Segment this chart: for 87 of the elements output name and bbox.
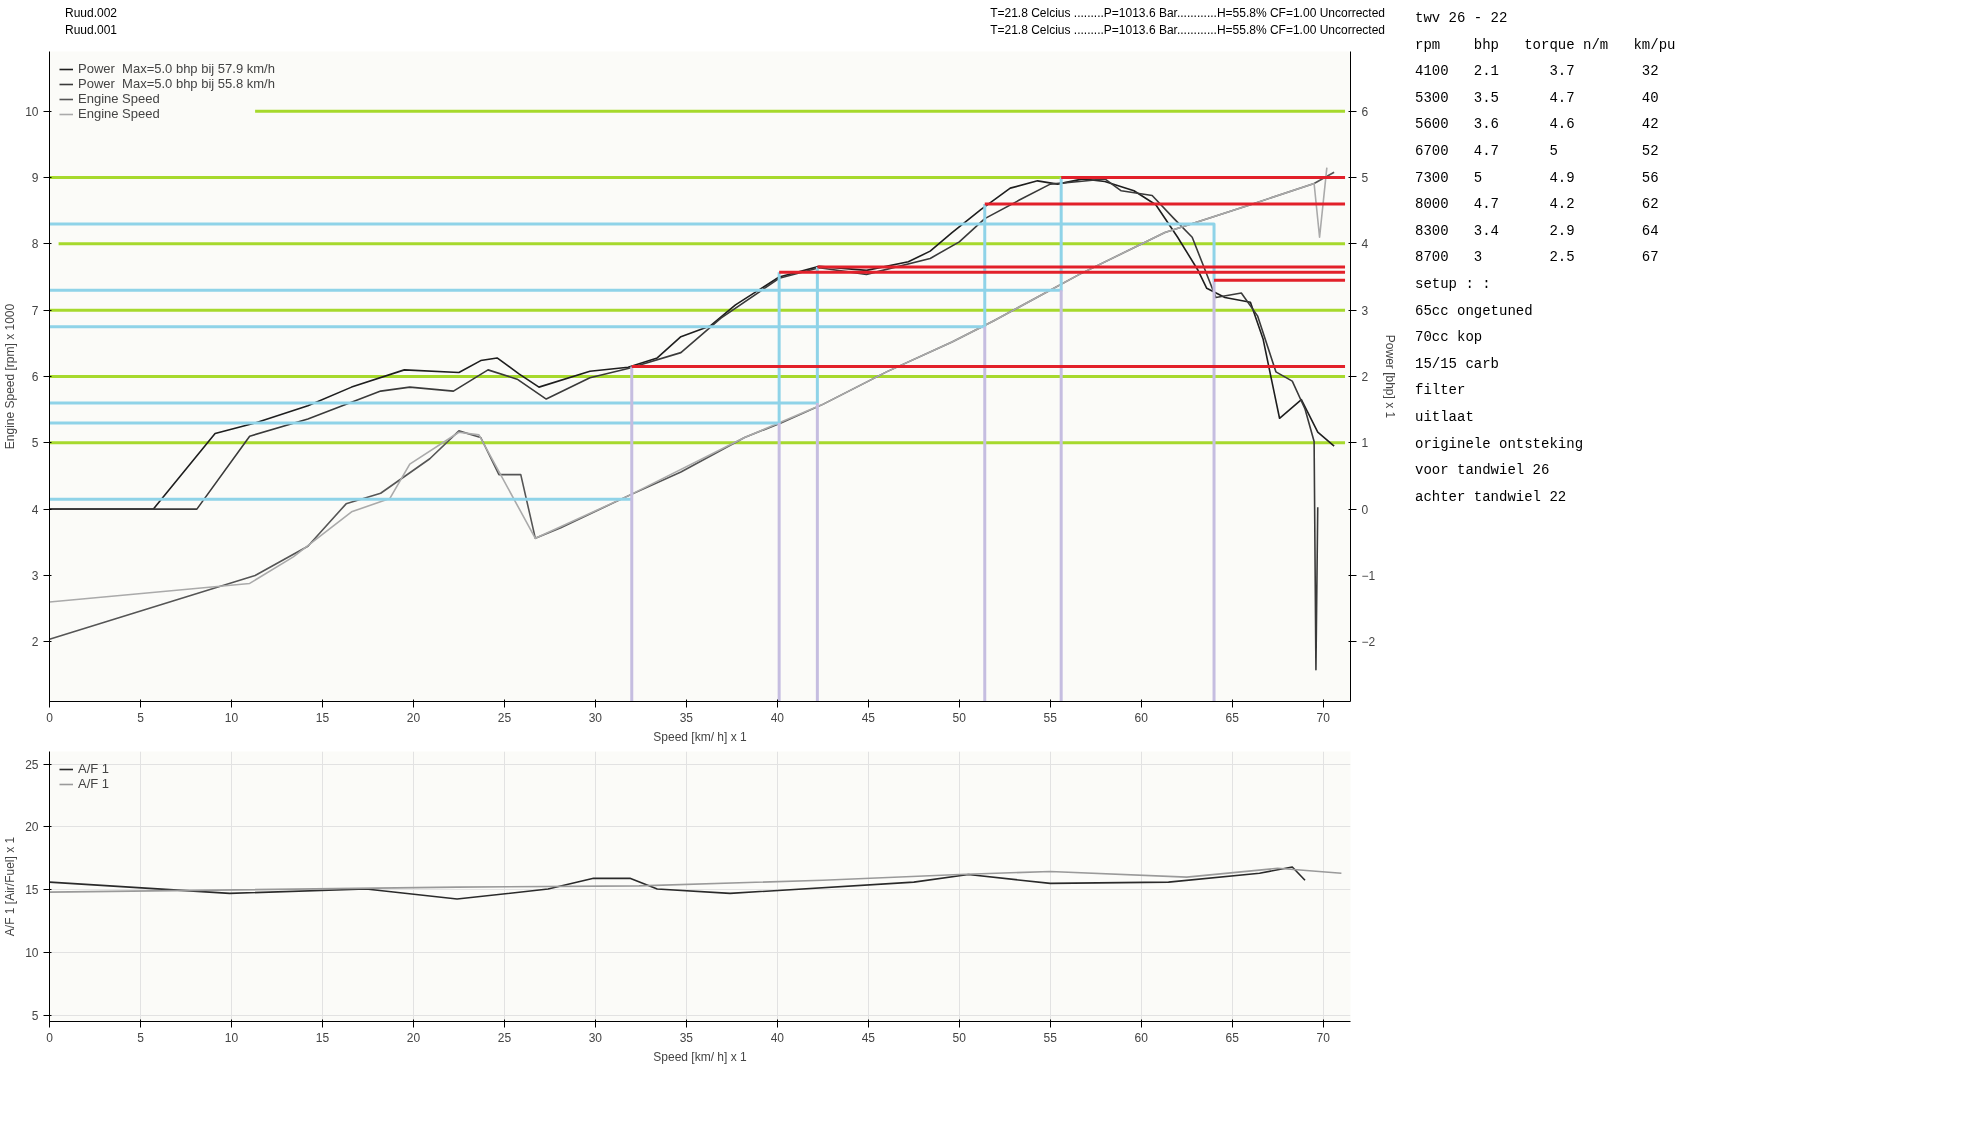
y2-tick-label: 2 [1361, 370, 1369, 384]
text: twv 26 - 22 [1415, 9, 1509, 28]
legend-label: A/F 1 [78, 761, 110, 776]
x-tick-label: 70 [1316, 1030, 1331, 1045]
x-tick-label: 45 [861, 1030, 876, 1045]
x-tick-label: 40 [770, 1030, 785, 1045]
text: 8300 3.4 2.9 64 [1415, 221, 1660, 241]
text: Ruud.001 [65, 22, 118, 40]
x-tick-label: 30 [588, 1030, 603, 1045]
y-tick-label: 7 [31, 303, 39, 318]
y2-tick-label: 4 [1361, 237, 1369, 252]
x-tick-label: 20 [406, 710, 421, 725]
x-tick-label: 15 [315, 1030, 330, 1045]
y2-tick-label: 3 [1361, 303, 1369, 318]
x-tick-label: 5 [137, 1030, 145, 1045]
x-tick-label: 35 [679, 1030, 694, 1045]
text: setup : : [1415, 274, 1492, 294]
x-tick-label: 20 [406, 1030, 421, 1045]
x-tick-label: 25 [497, 1030, 512, 1045]
text: filter [1415, 381, 1467, 401]
x-axis-title: Speed [km/ h] x 1 [653, 729, 748, 744]
y-tick-label: 4 [31, 502, 39, 517]
text: uitlaat [1415, 407, 1475, 427]
y-tick-label: 3 [31, 568, 39, 583]
x-axis-title: Speed [km/ h] x 1 [653, 1049, 748, 1064]
x-tick-label: 50 [952, 1030, 967, 1045]
text: rpm bhp torque n/m km/pu [1415, 35, 1676, 55]
x-tick-label: 70 [1316, 710, 1331, 725]
y-tick-label: 5 [31, 436, 39, 451]
y-axis-title: Engine Speed [rpm] x 1000 [3, 303, 18, 450]
text: 5300 3.5 4.7 40 [1415, 88, 1660, 108]
x-tick-label: 25 [497, 710, 512, 725]
x-tick-label: 40 [770, 710, 785, 725]
text: 15/15 carb [1415, 354, 1500, 374]
legend-label: Engine Speed [78, 106, 160, 121]
y-tick-label: 5 [31, 1008, 39, 1023]
y2-tick-label: 1 [1361, 436, 1369, 451]
x-tick-label: 15 [315, 710, 330, 725]
x-tick-label: 10 [224, 1030, 239, 1045]
y-tick-label: 10 [25, 104, 39, 119]
x-tick-label: 10 [224, 710, 239, 725]
legend-label: Engine Speed [78, 91, 160, 106]
y2-tick-label: 0 [1361, 502, 1369, 517]
x-tick-label: 50 [952, 710, 967, 725]
text: 4100 2.1 3.7 32 [1415, 62, 1660, 82]
text: 7300 5 4.9 56 [1415, 168, 1660, 188]
x-tick-label: 65 [1225, 710, 1240, 725]
text: 8000 4.7 4.2 62 [1415, 195, 1660, 215]
y-tick-label: 6 [31, 370, 39, 384]
text: achter tandwiel 22 [1415, 487, 1568, 507]
text: originele ontsteking [1415, 434, 1585, 454]
y2-tick-label: 6 [1361, 104, 1369, 119]
x-tick-label: 60 [1134, 710, 1149, 725]
text: T=21.8 Celcius .........P=1013.6 Bar............H=55.8% CF=1.00 Uncorrected [990, 5, 1385, 22]
y2-axis-title: Power [bhp] x 1 [1383, 334, 1398, 419]
x-tick-label: 0 [46, 1030, 54, 1045]
x-tick-label: 30 [588, 710, 603, 725]
text: 6700 4.7 5 52 [1415, 141, 1660, 161]
text: voor tandwiel 26 [1415, 461, 1551, 481]
y-tick-label: 15 [25, 883, 39, 898]
x-tick-label: 35 [679, 710, 694, 725]
y2-tick-label: 5 [1361, 171, 1369, 186]
y-tick-label: 2 [31, 635, 39, 650]
text: 65cc ongetuned [1415, 301, 1534, 321]
x-tick-label: 55 [1043, 1030, 1058, 1045]
text: 70cc kop [1415, 328, 1484, 348]
y-tick-label: 10 [25, 945, 39, 960]
legend-label: Power Max=5.0 bhp bij 55.8 km/h [78, 76, 275, 91]
text: 8700 3 2.5 67 [1415, 248, 1660, 268]
y2-tick-label: −1 [1361, 568, 1376, 583]
y-tick-label: 8 [31, 237, 39, 252]
x-tick-label: 45 [861, 710, 876, 725]
text: 5600 3.6 4.6 42 [1415, 115, 1660, 135]
x-tick-label: 5 [137, 710, 145, 725]
x-tick-label: 65 [1225, 1030, 1240, 1045]
text: Ruud.002 [65, 5, 118, 22]
y-tick-label: 20 [25, 820, 39, 835]
text: T=21.8 Celcius .........P=1013.6 Bar............H=55.8% CF=1.00 Uncorrected [990, 22, 1385, 40]
x-tick-label: 60 [1134, 1030, 1149, 1045]
y2-tick-label: −2 [1361, 635, 1376, 650]
y-tick-label: 9 [31, 171, 39, 186]
y-axis-title: A/F 1 [Air/Fuel] x 1 [3, 836, 18, 937]
x-tick-label: 55 [1043, 710, 1058, 725]
x-tick-label: 0 [46, 710, 54, 725]
y-tick-label: 25 [25, 757, 39, 772]
legend-label: A/F 1 [78, 776, 110, 791]
legend-label: Power Max=5.0 bhp bij 57.9 km/h [78, 61, 275, 76]
